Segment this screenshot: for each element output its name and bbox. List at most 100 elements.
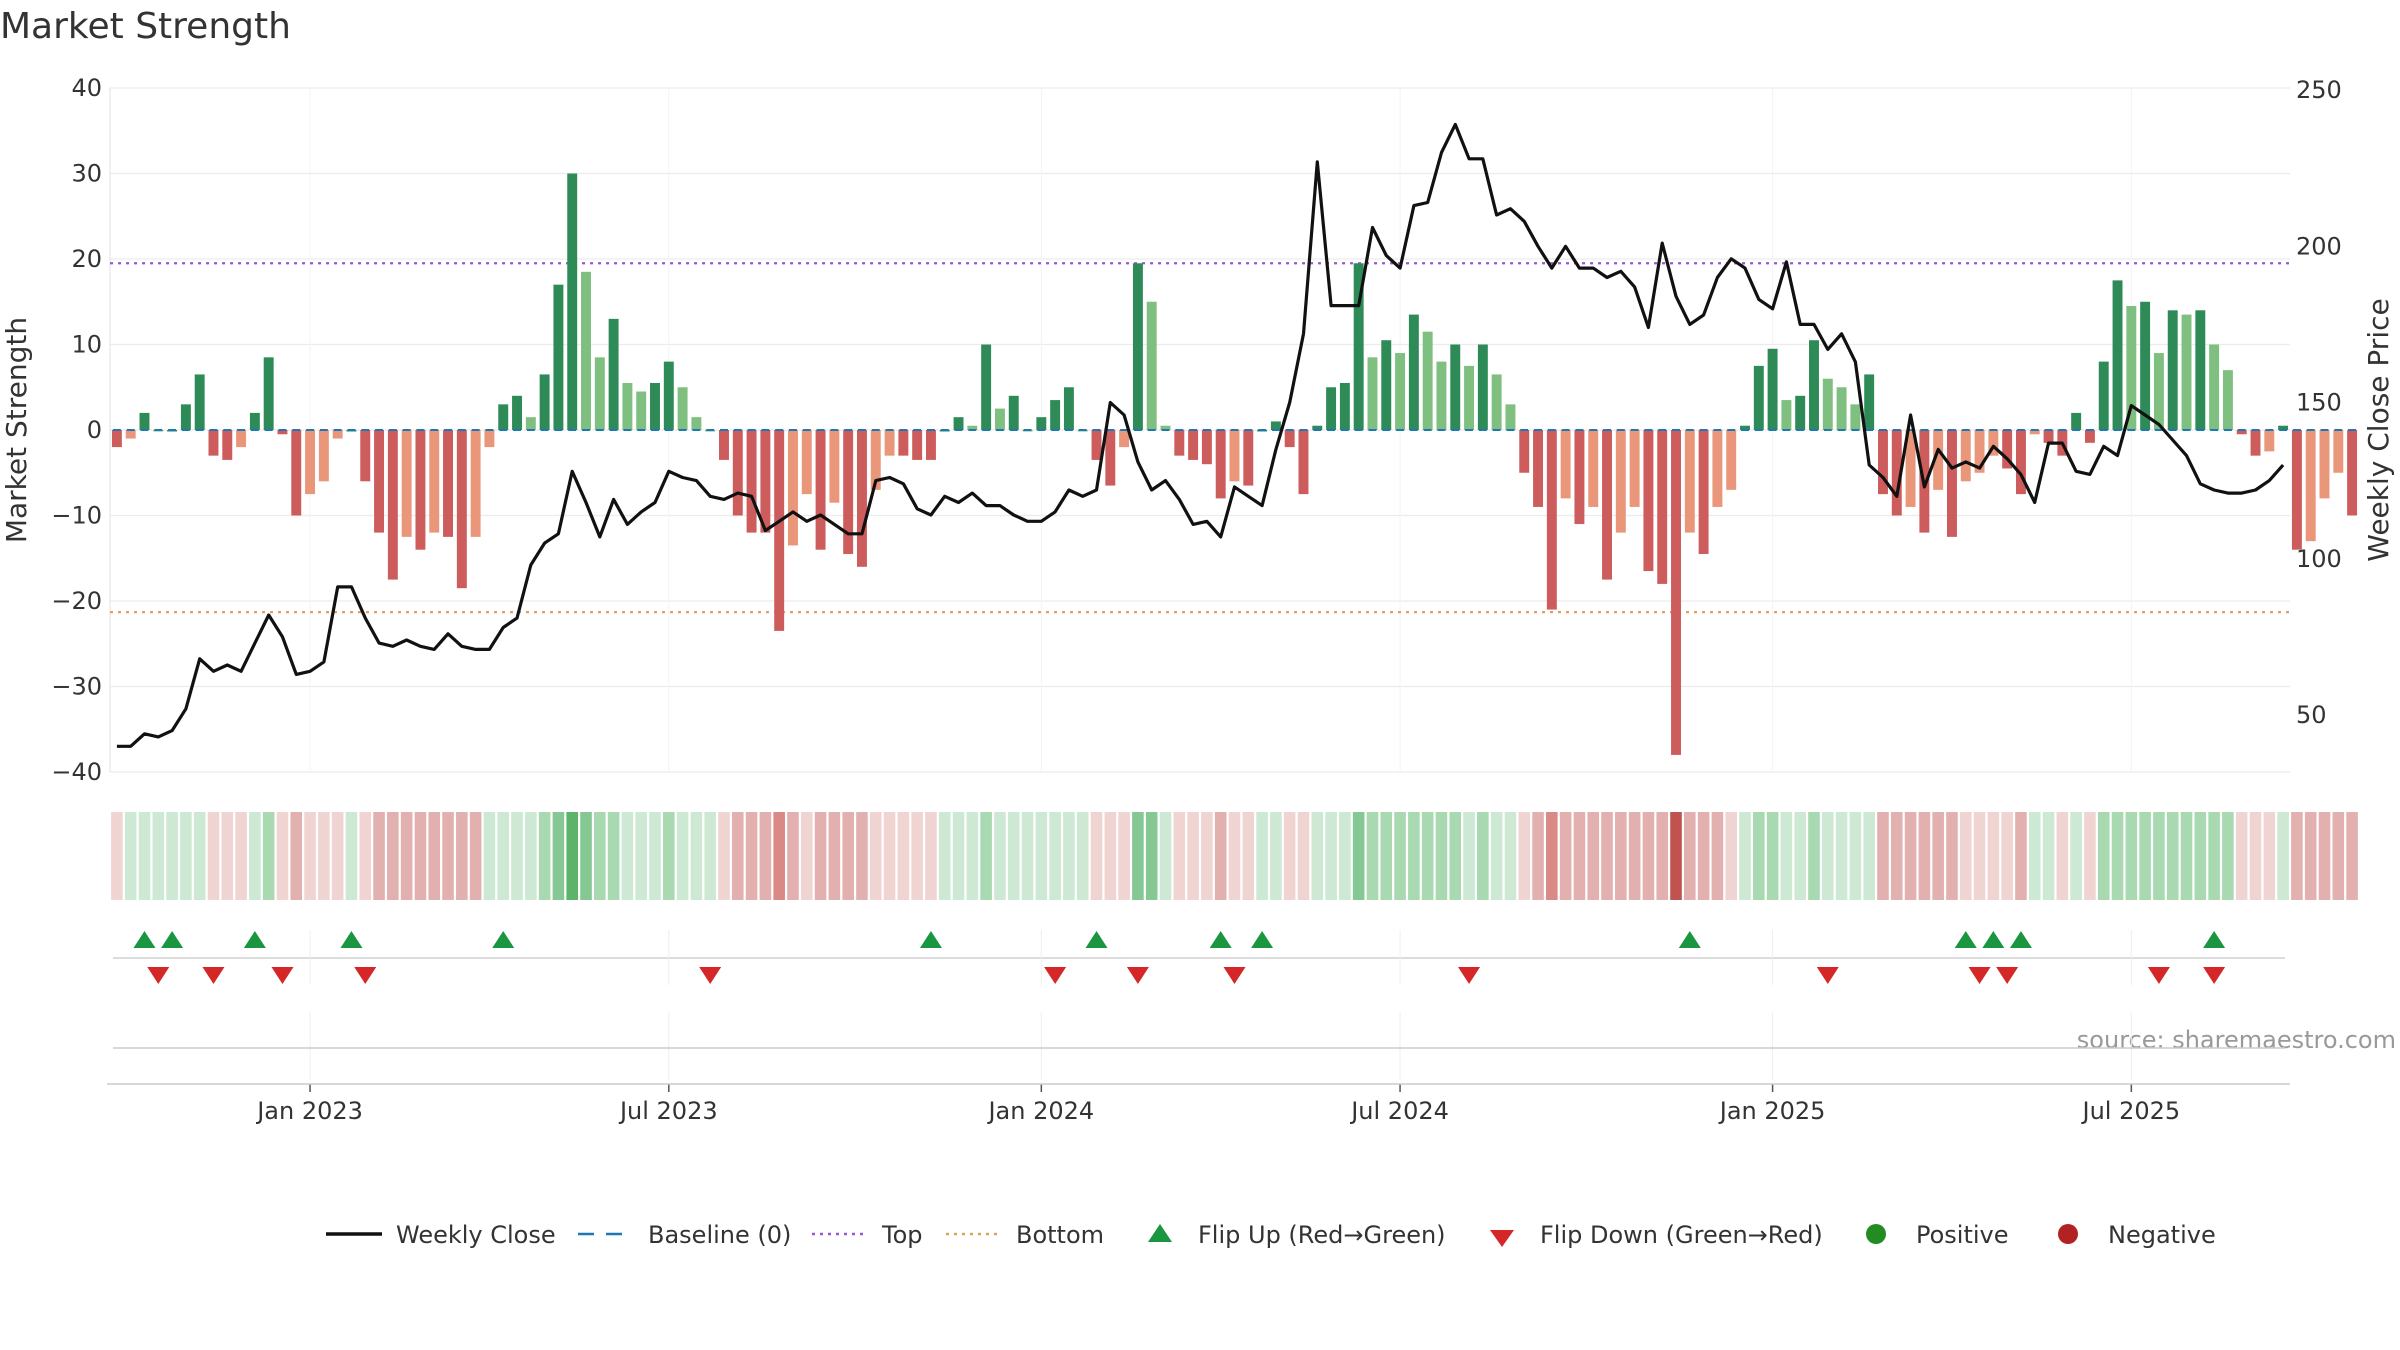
flip-up-marker <box>340 931 363 948</box>
x-tick-label: Jan 2023 <box>255 1097 363 1125</box>
flip-up-marker <box>1085 931 1108 948</box>
strength-bar <box>1050 400 1061 430</box>
heatmap-cell <box>1697 812 1710 900</box>
heatmap-cell <box>1877 812 1889 900</box>
strength-bar <box>2029 430 2040 435</box>
strength-bar <box>870 430 881 490</box>
strength-bar <box>1464 365 1475 430</box>
heatmap-cell <box>2153 812 2165 900</box>
strength-bar <box>719 430 729 460</box>
x-tick-label: Jul 2025 <box>2080 1097 2180 1125</box>
y-left-tick-label: −20 <box>51 587 102 615</box>
strength-bar <box>1864 374 1875 430</box>
strength-bar <box>1215 430 1226 499</box>
strength-bar <box>387 430 398 580</box>
strength-bar <box>1395 353 1406 430</box>
strength-bar <box>1684 430 1695 533</box>
heatmap-cell <box>331 812 344 900</box>
y-left-tick-label: 0 <box>87 416 102 444</box>
strength-bar <box>1878 430 1888 495</box>
heatmap-cell <box>511 812 523 900</box>
y-right-tick-label: 50 <box>2296 701 2327 729</box>
heatmap-cell <box>2235 812 2248 900</box>
strength-bar <box>1284 430 1295 448</box>
legend-item: Flip Up (Red→Green) <box>1148 1221 1446 1249</box>
strength-bar <box>2084 430 2095 443</box>
legend-negative-icon <box>2058 1224 2078 1244</box>
strength-bar <box>1615 430 1626 533</box>
heatmap-cell <box>1849 812 1862 900</box>
heatmap-cell <box>1201 812 1213 900</box>
strength-bar <box>2195 310 2206 430</box>
strength-bar <box>194 374 205 430</box>
heatmap-cell <box>1187 812 1199 900</box>
strength-bar <box>1036 417 1047 430</box>
heatmap-cell <box>856 812 868 900</box>
strength-bar <box>2209 344 2220 430</box>
heatmap-cell <box>2097 812 2110 900</box>
strength-bar <box>1174 430 1185 456</box>
heatmap-cell <box>1463 812 1475 900</box>
strength-bar <box>1119 430 1130 448</box>
heatmap-cell <box>1835 812 1848 900</box>
heatmap-cell <box>607 812 620 900</box>
strength-bar <box>2112 280 2123 430</box>
legend-label: Positive <box>1916 1221 2009 1249</box>
strength-bar <box>567 173 578 430</box>
heatmap-cell <box>690 812 703 900</box>
heatmap-cell <box>2139 812 2151 900</box>
heatmap-cell <box>2318 812 2331 900</box>
strength-bar <box>884 430 895 456</box>
strength-bar <box>249 412 260 430</box>
strength-bar <box>1740 425 1750 430</box>
strength-bar <box>953 417 964 430</box>
strength-bar <box>2181 314 2192 430</box>
heatmap-cell <box>731 812 744 900</box>
strength-bar <box>1643 430 1654 572</box>
heatmap-cell <box>1587 812 1600 900</box>
x-tick-label: Jul 2024 <box>1349 1097 1449 1125</box>
heatmap-cell <box>525 812 537 900</box>
strength-bar <box>774 430 785 631</box>
strength-bar <box>2347 430 2358 516</box>
strength-bar <box>1602 430 1612 580</box>
heatmap-cell <box>111 812 123 900</box>
heatmap-cell <box>538 812 551 900</box>
y-right-tick-label: 250 <box>2296 76 2342 104</box>
strength-bar <box>1326 387 1337 430</box>
y-right-tick-label: 100 <box>2296 545 2342 573</box>
x-tick-label: Jan 2024 <box>986 1097 1094 1125</box>
flip-down-marker <box>1816 967 1839 984</box>
heatmap-cell <box>193 812 206 900</box>
heatmap-cell <box>2111 812 2124 900</box>
heatmap-cell <box>1628 812 1641 900</box>
heatmap-cell <box>235 812 247 900</box>
flip-up-marker <box>919 931 942 948</box>
bottom-panel: Jan 2023 Jul 2023 Jan 2024 Jul 2024 Jan 2025… <box>107 1012 2290 1125</box>
strength-bar <box>1546 430 1557 610</box>
legend-flip-up-icon <box>1148 1224 1172 1242</box>
strength-bar <box>746 430 757 533</box>
strength-bar <box>815 430 826 550</box>
strength-bar <box>1657 430 1668 584</box>
heatmap-cell <box>2222 812 2234 900</box>
strength-bar <box>1091 430 1102 460</box>
flip-down-marker <box>699 967 722 984</box>
strength-bar <box>2071 412 2082 430</box>
heatmap-cell <box>1035 812 1048 900</box>
strength-bar <box>2250 430 2261 456</box>
flip-down-marker <box>202 967 225 984</box>
heatmap-cell <box>952 812 965 900</box>
strength-bar <box>125 430 136 439</box>
heatmap-cell <box>2180 812 2193 900</box>
heatmap-cell <box>1021 812 1034 900</box>
heatmap-cell <box>828 812 841 900</box>
strength-bar <box>443 430 454 537</box>
flip-up-marker <box>2009 931 2032 948</box>
heatmap-cell <box>428 812 441 900</box>
heatmap-cell <box>745 812 758 900</box>
heatmap-cell <box>1352 812 1365 900</box>
strength-bar <box>1146 301 1157 430</box>
strength-bar <box>581 271 591 430</box>
